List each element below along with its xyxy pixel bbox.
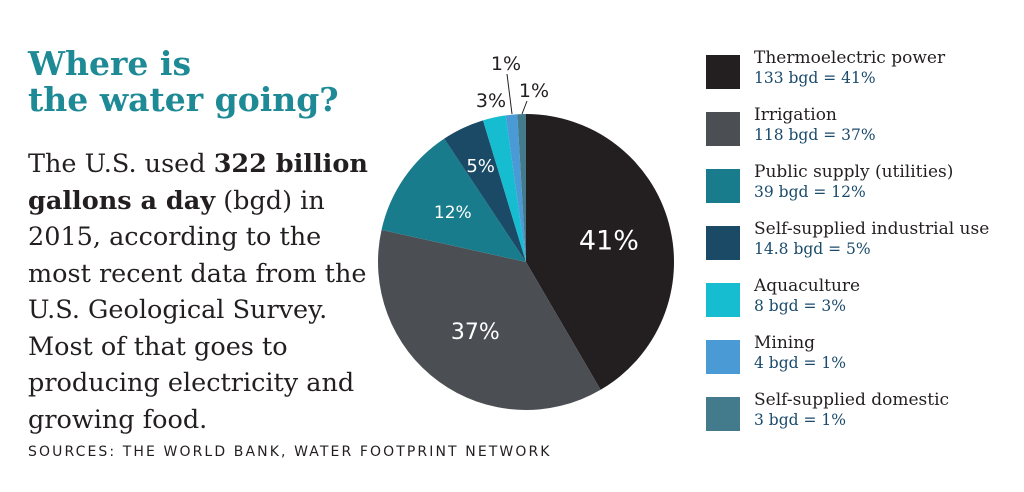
- legend-swatch: [706, 169, 740, 203]
- description-part: (bgd) in 2015, according to the most rec…: [28, 185, 367, 435]
- legend-name: Self-supplied industrial use: [754, 219, 990, 239]
- legend-item: Thermoelectric power 133 bgd = 41%: [706, 48, 1016, 105]
- slice-percent-label: 12%: [434, 203, 472, 223]
- legend-item: Aquaculture 8 bgd = 3%: [706, 276, 1016, 333]
- legend-item: Self-supplied industrial use 14.8 bgd = 5…: [706, 219, 1016, 276]
- title-line: the water going?: [28, 80, 339, 119]
- legend-swatch: [706, 226, 740, 260]
- pie-slice-public-supply-utilities: [381, 138, 526, 262]
- legend-value: 39 bgd = 12%: [754, 183, 866, 201]
- slice-callout-label: 3%: [476, 90, 506, 112]
- description-part: The U.S. used: [28, 149, 214, 179]
- legend-item: Irrigation 118 bgd = 37%: [706, 105, 1016, 162]
- sources-note: SOURCES: THE WORLD BANK, WATER FOOTPRINT…: [28, 444, 552, 460]
- slice-percent-label: 41%: [579, 225, 639, 256]
- legend-swatch: [706, 55, 740, 89]
- callout-leader-line: [506, 73, 513, 115]
- pie-slice-self-supplied-domestic: [517, 114, 526, 262]
- slice-percent-label: 37%: [451, 320, 500, 345]
- slice-percent-label: 5%: [466, 156, 495, 177]
- legend-value: 14.8 bgd = 5%: [754, 240, 871, 258]
- pie-slice-aquaculture: [483, 115, 526, 262]
- legend-item: Self-supplied domestic 3 bgd = 1%: [706, 390, 1016, 447]
- legend-swatch: [706, 397, 740, 431]
- legend-item: Mining 4 bgd = 1%: [706, 333, 1016, 390]
- pie-slice-self-supplied-industrial-use: [444, 120, 526, 263]
- legend-swatch: [706, 340, 740, 374]
- pie-slice-mining: [505, 114, 526, 262]
- description-text: The U.S. used 322 billion gallons a day …: [28, 146, 388, 438]
- legend-name: Thermoelectric power: [754, 48, 946, 68]
- legend-value: 118 bgd = 37%: [754, 126, 876, 144]
- callout-leader-line: [521, 100, 528, 115]
- legend: Thermoelectric power 133 bgd = 41% Irrigat…: [706, 48, 1016, 447]
- slice-callout-label: 1%: [491, 53, 521, 75]
- slice-callout-label: 1%: [519, 80, 549, 102]
- legend-name: Irrigation: [754, 105, 837, 125]
- pie-slice-thermoelectric-power: [526, 114, 674, 390]
- legend-name: Public supply (utilities): [754, 162, 954, 182]
- legend-name: Mining: [754, 333, 816, 353]
- legend-item: Public supply (utilities) 39 bgd = 12%: [706, 162, 1016, 219]
- legend-swatch: [706, 283, 740, 317]
- legend-swatch: [706, 112, 740, 146]
- pie-chart: 41% 37% 12% 5% 3% 1% 1%: [378, 53, 674, 410]
- legend-name: Aquaculture: [754, 276, 861, 296]
- legend-value: 133 bgd = 41%: [754, 69, 876, 87]
- description-highlight: 322 billion gallons a day: [28, 149, 368, 216]
- pie-slice-irrigation: [378, 229, 601, 410]
- legend-value: 3 bgd = 1%: [754, 411, 846, 429]
- legend-value: 8 bgd = 3%: [754, 297, 846, 315]
- chart-title: Where is the water going?: [28, 46, 388, 118]
- title-line: Where is: [28, 44, 192, 83]
- legend-value: 4 bgd = 1%: [754, 354, 846, 372]
- legend-name: Self-supplied domestic: [754, 390, 950, 410]
